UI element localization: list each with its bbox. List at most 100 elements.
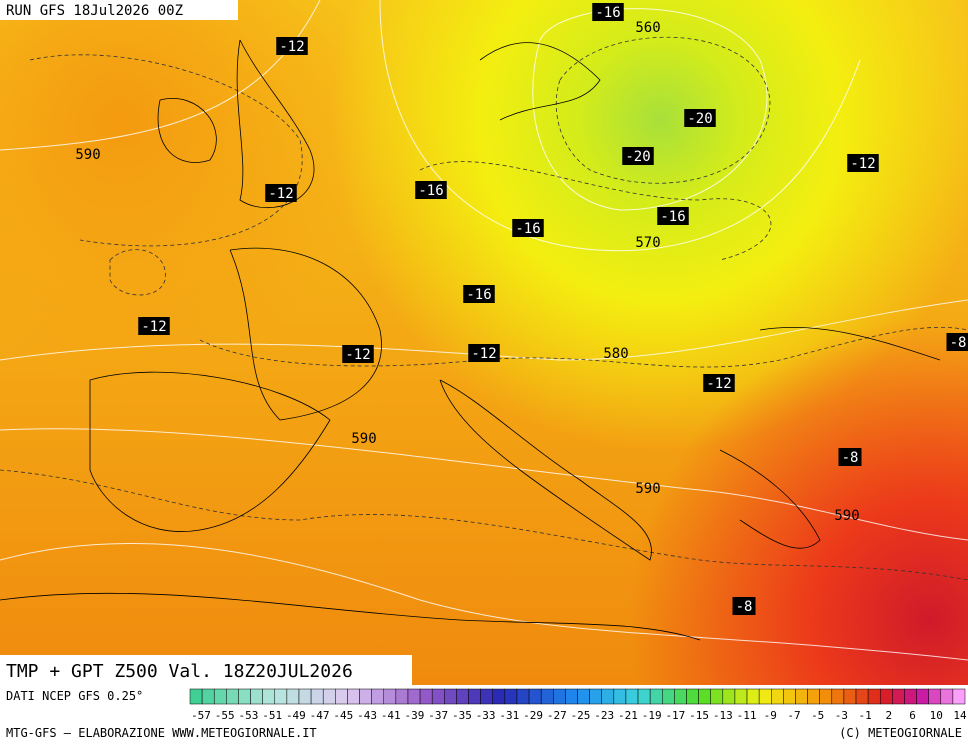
colorbar-swatch <box>262 688 276 705</box>
colorbar-swatch <box>468 688 481 705</box>
colorbar-swatch <box>250 688 263 705</box>
colorbar-swatch <box>371 688 384 705</box>
colorbar-swatch <box>431 688 445 705</box>
colorbar-swatch <box>347 688 360 705</box>
label-box <box>512 219 544 237</box>
label-box <box>684 109 716 127</box>
geopotential-label: 580 <box>603 346 628 362</box>
colorbar-swatch <box>928 688 942 705</box>
colorbar-label: -13 <box>713 709 733 722</box>
colorbar-swatch <box>952 688 966 705</box>
colorbar-swatch <box>722 688 736 705</box>
colorbar-swatch <box>395 688 409 705</box>
colorbar-swatch <box>795 688 808 705</box>
map-hot-southeast <box>0 0 968 685</box>
colorbar-swatch <box>274 688 288 705</box>
geopotential-label: 590 <box>834 508 859 524</box>
temperature-contours <box>0 36 968 581</box>
colorbar-swatch <box>819 688 833 705</box>
label-box <box>847 154 879 172</box>
colorbar-label: -1 <box>859 709 872 722</box>
colorbar-label: -35 <box>452 709 472 722</box>
temperature-label: -12 <box>706 376 731 392</box>
temperature-label: -8 <box>842 450 859 466</box>
colorbar-swatch <box>201 688 215 705</box>
colorbar-label: 14 <box>953 709 967 722</box>
colorbar-label: -57 <box>191 709 211 722</box>
label-box <box>592 3 624 21</box>
label-box <box>463 285 495 303</box>
copyright-label: (C) METEOGIORNALE <box>839 726 962 740</box>
label-box <box>946 333 968 351</box>
colorbar-swatch <box>940 688 954 705</box>
geopotential-label: 590 <box>351 431 376 447</box>
colorbar-label: -41 <box>381 709 401 722</box>
colorbar-swatch <box>589 688 602 705</box>
temperature-label: -8 <box>950 335 967 351</box>
colorbar-swatch <box>407 688 421 705</box>
run-label: RUN GFS 18Jul2026 00Z <box>6 3 183 19</box>
colorbar-label: -3 <box>835 709 848 722</box>
temperature-label: -20 <box>687 111 712 127</box>
colorbar-swatch <box>831 688 845 705</box>
colorbar-swatch <box>807 688 820 705</box>
colorbar-label: -7 <box>787 709 800 722</box>
colorbar-label: 10 <box>930 709 943 722</box>
geopotential-label: 560 <box>635 20 660 36</box>
colorbar-label: 2 <box>886 709 893 722</box>
label-box <box>838 448 862 466</box>
colorbar-label: -39 <box>405 709 425 722</box>
colorbar-label: -51 <box>262 709 282 722</box>
colorbar-swatch <box>674 688 687 705</box>
colorbar-swatch <box>686 688 699 705</box>
colorbar-swatch <box>540 688 554 705</box>
temperature-label: -12 <box>141 319 166 335</box>
colorbar-swatch <box>843 688 857 705</box>
colorbar-label: -11 <box>737 709 757 722</box>
colorbar-swatch <box>783 688 796 705</box>
colorbar-swatch <box>710 688 724 705</box>
colorbar-label: -43 <box>357 709 377 722</box>
temperature-label: -12 <box>850 156 875 172</box>
colorbar-swatch <box>771 688 784 705</box>
colorbar-swatch <box>649 688 663 705</box>
temperature-label: -12 <box>471 346 496 362</box>
colorbar-swatch <box>746 688 760 705</box>
colorbar-swatch <box>734 688 748 705</box>
colorbar-swatch <box>238 688 251 705</box>
label-box <box>622 147 654 165</box>
colorbar-label: -55 <box>215 709 235 722</box>
colorbar-label: -53 <box>239 709 259 722</box>
colorbar-swatch <box>189 688 203 705</box>
colorbar-swatch <box>601 688 615 705</box>
colorbar-swatch <box>419 688 433 705</box>
colorbar-swatch <box>286 688 300 705</box>
coastlines <box>0 39 941 641</box>
colorbar-label: -27 <box>547 709 567 722</box>
temperature-label: -20 <box>625 149 650 165</box>
colorbar-label: -47 <box>310 709 330 722</box>
colorbar-swatch <box>758 688 772 705</box>
geopotential-label: 570 <box>635 235 660 251</box>
colorbar-label: -23 <box>594 709 614 722</box>
colorbar-swatch <box>456 688 469 705</box>
colorbar-swatch <box>867 688 881 705</box>
colorbar-swatch <box>879 688 893 705</box>
colorbar-label: -25 <box>571 709 591 722</box>
temperature-label: -16 <box>418 183 443 199</box>
colorbar-label: -9 <box>764 709 777 722</box>
colorbar-label: -31 <box>499 709 519 722</box>
colorbar-swatch <box>916 688 929 705</box>
label-box <box>265 184 297 202</box>
temperature-label: -8 <box>736 599 753 615</box>
label-box <box>703 374 735 392</box>
colorbar-label: 6 <box>909 709 916 722</box>
colorbar-swatch <box>492 688 506 705</box>
colorbar-swatch <box>698 688 711 705</box>
colorbar-swatch <box>504 688 518 705</box>
colorbar-swatch <box>226 688 239 705</box>
title-box <box>0 655 412 685</box>
colorbar-label: -19 <box>642 709 662 722</box>
